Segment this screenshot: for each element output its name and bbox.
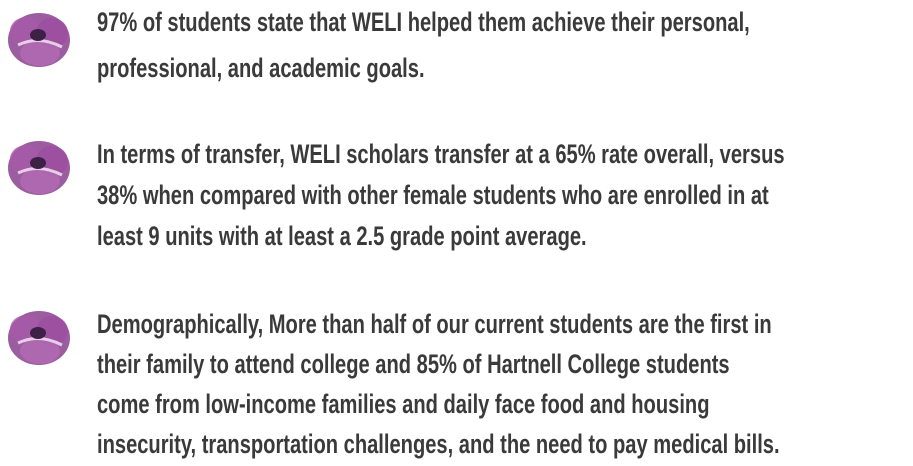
- text-line: Demographically, More than half of our c…: [97, 304, 772, 344]
- page: 97% of students state that WELI helped t…: [0, 0, 913, 466]
- text-line: 97% of students state that WELI helped t…: [97, 2, 750, 42]
- flower-icon: [4, 303, 74, 373]
- text-line: insecurity, transportation challenges, a…: [97, 424, 780, 464]
- text-line: their family to attend college and 85% o…: [97, 344, 730, 384]
- text-line: come from low-income families and daily …: [97, 384, 709, 424]
- text-line: professional, and academic goals.: [97, 48, 425, 88]
- flower-icon: [4, 133, 74, 203]
- text-line: 38% when compared with other female stud…: [97, 175, 769, 215]
- text-line: least 9 units with at least a 2.5 grade …: [97, 216, 587, 256]
- flower-icon: [4, 5, 74, 75]
- text-line: In terms of transfer, WELI scholars tran…: [97, 134, 785, 174]
